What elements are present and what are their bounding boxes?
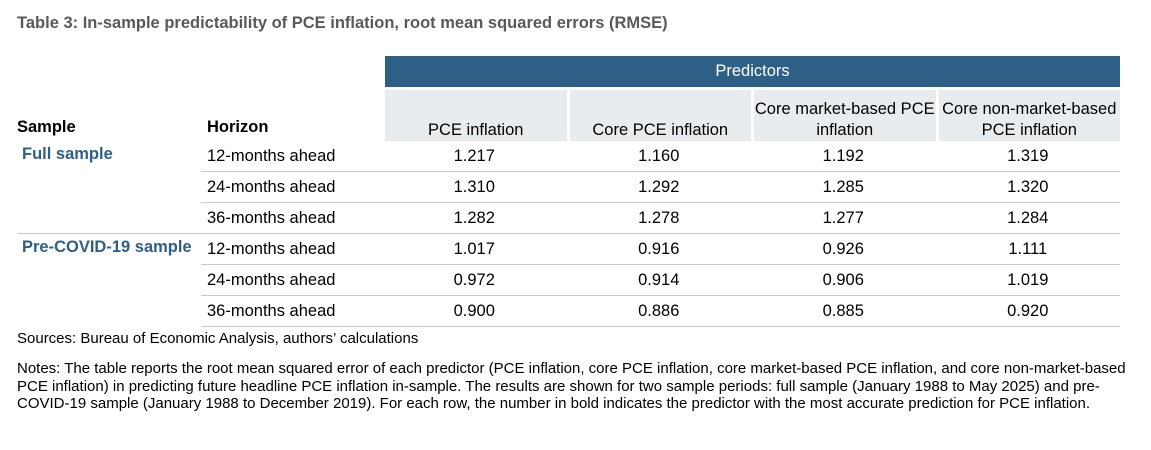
rmse-value-cell: 0.972 — [382, 264, 567, 295]
rmse-value-cell: 1.319 — [1007, 147, 1049, 165]
rmse-value-cell: 0.886 — [566, 295, 751, 327]
rmse-value-cell: 1.284 — [935, 202, 1121, 233]
column-header-sample: Sample — [17, 118, 76, 136]
rmse-value-cell: 1.217 — [453, 147, 495, 165]
table-row: Full sample 12-months ahead 1.217 1.160 1.19… — [17, 141, 1120, 171]
rmse-value-cell: 0.914 — [566, 264, 751, 295]
table-row: 24-months ahead 0.972 0.914 0.906 1.019 — [17, 264, 1121, 295]
horizon-cell: 36-months ahead — [201, 202, 382, 233]
table-row: 36-months ahead 1.282 1.278 1.277 1.284 — [17, 202, 1121, 233]
column-header-pce-inflation: PCE inflation — [382, 87, 567, 141]
horizon-cell: 24-months ahead — [201, 171, 382, 202]
column-header-horizon: Horizon — [207, 118, 269, 136]
rmse-value-cell: 0.916 — [566, 233, 751, 264]
sample-label: Full sample — [22, 145, 113, 163]
rmse-value-cell: 1.017 — [382, 233, 567, 264]
rmse-value-cell: 1.019 — [935, 264, 1121, 295]
column-header-core-pce-inflation: Core PCE inflation — [566, 87, 751, 141]
horizon-cell: 36-months ahead — [201, 295, 382, 327]
rmse-value-cell: 1.285 — [751, 171, 936, 202]
table-row: 36-months ahead 0.900 0.886 0.885 0.920 — [17, 295, 1121, 327]
header-spacer — [201, 56, 382, 87]
notes-paragraph: Notes: The table reports the root mean s… — [17, 360, 1126, 412]
horizon-cell: 24-months ahead — [201, 264, 382, 295]
rmse-value-cell: 1.292 — [566, 171, 751, 202]
table-body: Full sample 12-months ahead 1.217 1.160 1.19… — [17, 141, 1121, 327]
rmse-value-cell: 1.160 — [638, 147, 680, 165]
horizon-cell: 12-months ahead — [207, 147, 336, 165]
header-spacer — [17, 56, 201, 87]
column-header-core-non-market-based: Core non-market-based PCE inflation — [935, 87, 1121, 141]
rmse-value-cell: 1.192 — [822, 147, 864, 165]
predictors-group-header: Predictors — [382, 56, 1121, 87]
sources-note: Sources: Bureau of Economic Analysis, au… — [17, 330, 419, 347]
rmse-value-cell: 1.310 — [382, 171, 567, 202]
rmse-value-cell: 0.920 — [935, 295, 1121, 327]
rmse-table: Predictors Sample Horizon PCE inflation … — [17, 56, 1121, 327]
sample-label: Pre-COVID-19 sample — [17, 233, 201, 327]
rmse-value-cell: 1.282 — [382, 202, 567, 233]
table-title: Table 3: In-sample predictability of PCE… — [17, 14, 668, 32]
rmse-value-cell: 1.320 — [935, 171, 1121, 202]
rmse-value-cell: 0.885 — [751, 295, 936, 327]
table-row: Pre-COVID-19 sample 12-months ahead 1.017 0… — [17, 233, 1121, 264]
rmse-value-cell: 1.277 — [751, 202, 936, 233]
rmse-value-cell: 0.900 — [382, 295, 567, 327]
rmse-value-cell: 0.926 — [751, 233, 936, 264]
rmse-value-cell: 0.906 — [751, 264, 936, 295]
table-row: 24-months ahead 1.310 1.292 1.285 1.320 — [17, 171, 1121, 202]
column-header-core-market-based: Core market-based PCE inflation — [751, 87, 936, 141]
horizon-cell: 12-months ahead — [201, 233, 382, 264]
rmse-value-cell: 1.278 — [566, 202, 751, 233]
rmse-value-cell: 1.111 — [935, 233, 1121, 264]
